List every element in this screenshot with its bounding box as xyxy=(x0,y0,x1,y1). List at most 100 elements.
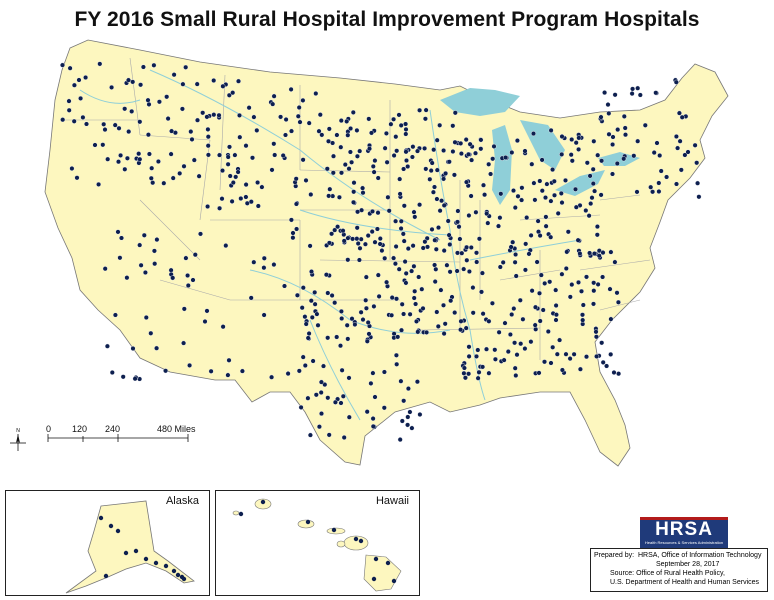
hospital-dot-icon xyxy=(522,346,528,352)
hospital-dot-icon xyxy=(491,143,497,149)
hospital-dot-icon xyxy=(470,285,476,291)
hospital-dot-icon xyxy=(590,166,596,172)
hospital-dot-icon xyxy=(553,303,559,309)
hospital-dot-icon xyxy=(187,362,193,368)
hospital-dot-icon xyxy=(468,244,474,250)
hospital-dot-icon xyxy=(338,308,344,314)
hospital-dot-icon xyxy=(190,277,196,283)
map-title: FY 2016 Small Rural Hospital Improvement… xyxy=(74,8,700,31)
hospital-dot-icon xyxy=(419,286,425,292)
hospital-dot-icon xyxy=(591,280,597,286)
hospital-dot-icon xyxy=(674,181,680,187)
hospital-dot-icon xyxy=(484,211,490,217)
hospital-dot-icon xyxy=(66,98,72,104)
hospital-dot-icon xyxy=(345,257,351,263)
hospital-dot-icon xyxy=(517,297,523,303)
hospital-dot-icon xyxy=(431,147,437,153)
hospital-dot-icon xyxy=(325,335,331,341)
hospital-dot-icon xyxy=(329,293,335,299)
hospital-dot-icon xyxy=(405,386,411,392)
hospital-dot-icon xyxy=(438,287,444,293)
hospital-dot-icon xyxy=(450,148,456,154)
hospital-dot-icon xyxy=(448,298,454,304)
hospital-dot-icon xyxy=(370,370,376,376)
hospital-dot-icon xyxy=(339,170,345,176)
hospital-dot-icon xyxy=(405,246,411,252)
hospital-dot-icon xyxy=(326,138,332,144)
hospital-dot-icon xyxy=(130,79,136,85)
hospital-dot-icon xyxy=(352,322,358,328)
hospital-dot-icon xyxy=(567,294,573,300)
hospital-dot-icon xyxy=(543,214,549,220)
hospital-dot-icon xyxy=(326,240,332,246)
hospital-dot-icon xyxy=(399,418,405,424)
prepared-date: September 28, 2017 xyxy=(656,561,720,568)
hospital-dot-icon xyxy=(409,268,415,274)
hospital-dot-icon xyxy=(569,136,575,142)
hospital-dot-icon xyxy=(389,312,395,318)
hospital-dot-icon xyxy=(316,128,322,134)
hospital-dot-icon xyxy=(447,241,453,247)
hospital-dot-icon xyxy=(66,107,72,113)
hospital-dot-icon xyxy=(133,548,139,554)
hospital-dot-icon xyxy=(115,528,121,534)
hospital-dot-icon xyxy=(317,112,323,118)
hospital-dot-icon xyxy=(544,181,550,187)
hospital-dot-icon xyxy=(571,351,577,357)
hospital-dot-icon xyxy=(232,152,238,158)
hospital-dot-icon xyxy=(83,74,89,80)
hospital-dot-icon xyxy=(583,207,589,213)
hospital-dot-icon xyxy=(229,198,235,204)
hospital-dot-icon xyxy=(498,191,504,197)
hospital-dot-icon xyxy=(101,121,107,127)
hospital-dot-icon xyxy=(370,423,376,429)
hospital-dot-icon xyxy=(363,274,369,280)
hospital-dot-icon xyxy=(600,359,606,365)
hospital-dot-icon xyxy=(339,316,345,322)
hospital-dot-icon xyxy=(664,174,670,180)
hospital-dot-icon xyxy=(375,175,381,181)
hospital-dot-icon xyxy=(283,132,289,138)
hospital-dot-icon xyxy=(155,158,161,164)
hospital-dot-icon xyxy=(593,334,599,340)
hospital-dot-icon xyxy=(192,252,198,258)
hospital-dot-icon xyxy=(314,311,320,317)
hospital-dot-icon xyxy=(189,136,195,142)
hospital-dot-icon xyxy=(423,107,429,113)
hospital-dot-icon xyxy=(338,400,344,406)
hospital-dot-icon xyxy=(694,160,700,166)
hospital-dot-icon xyxy=(370,416,376,422)
hospital-dot-icon xyxy=(217,205,223,211)
hospital-dot-icon xyxy=(391,255,397,261)
hospital-dot-icon xyxy=(476,236,482,242)
hospital-dot-icon xyxy=(385,560,391,566)
hospital-dot-icon xyxy=(532,322,538,328)
hospital-dot-icon xyxy=(181,306,187,312)
hospital-dot-icon xyxy=(692,142,698,148)
hospital-dot-icon xyxy=(550,344,556,350)
hospital-dot-icon xyxy=(486,318,492,324)
hospital-dot-icon xyxy=(321,363,327,369)
hospital-dot-icon xyxy=(464,244,470,250)
hospital-dot-icon xyxy=(302,314,308,320)
hospital-dot-icon xyxy=(237,134,243,140)
hospital-dot-icon xyxy=(594,232,600,238)
hospital-dot-icon xyxy=(598,192,604,198)
lake-michigan xyxy=(492,125,512,205)
hospital-dot-icon xyxy=(345,132,351,138)
hospital-dot-icon xyxy=(682,152,688,158)
hospital-dot-icon xyxy=(654,140,660,146)
hospital-dot-icon xyxy=(141,232,147,238)
hospital-dot-icon xyxy=(653,90,659,96)
hospital-dot-icon xyxy=(202,319,208,325)
hospital-dot-icon xyxy=(153,560,159,566)
hospital-dot-icon xyxy=(398,378,404,384)
hospital-dot-icon xyxy=(295,113,301,119)
hospital-dot-icon xyxy=(112,312,118,318)
hospital-dot-icon xyxy=(225,161,231,167)
hospital-dot-icon xyxy=(381,369,387,375)
hospital-dot-icon xyxy=(634,189,640,195)
hospital-dot-icon xyxy=(354,236,360,242)
hospital-dot-icon xyxy=(648,184,654,190)
